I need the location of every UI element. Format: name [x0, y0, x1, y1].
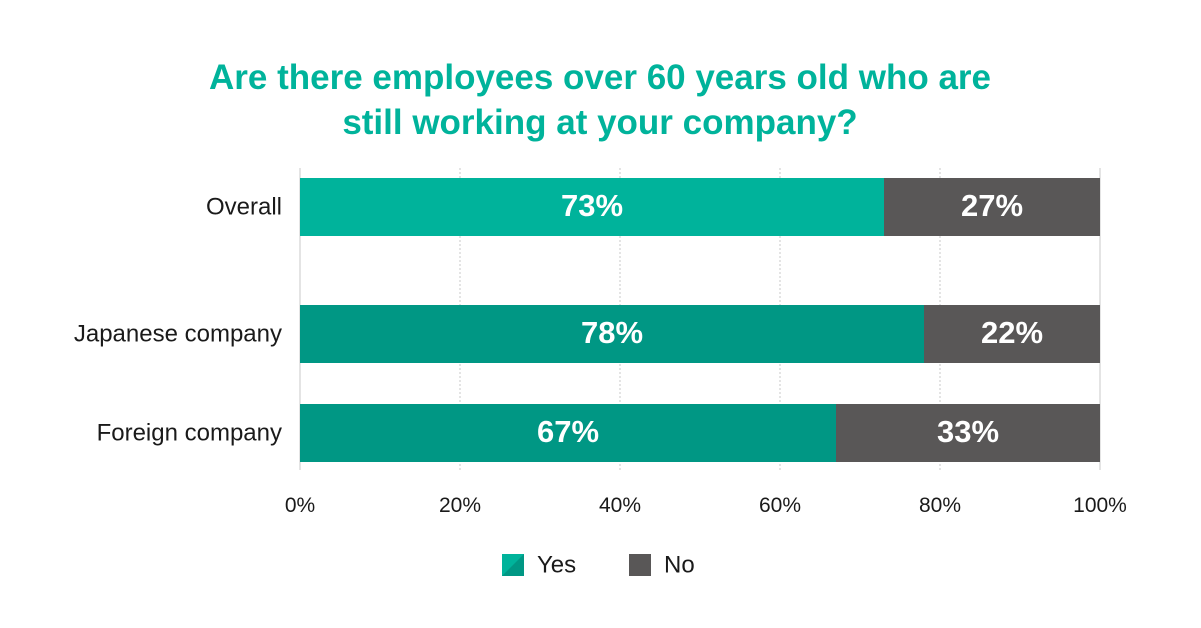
bar-yes-2 [300, 404, 836, 462]
category-label-2: Foreign company [97, 419, 282, 446]
x-tick-label-2: 40% [599, 494, 641, 517]
bars: 73% 27% 78% 22% 67% 33% [300, 178, 1100, 462]
bar-yes-1 [300, 305, 924, 363]
data-label-yes-2: 67% [537, 414, 599, 449]
category-label-0: Overall [206, 193, 282, 220]
data-label-no-2: 33% [937, 414, 999, 449]
legend: Yes No [502, 551, 695, 578]
legend-swatch-yes [502, 554, 524, 576]
legend-swatch-yes-dark [502, 554, 524, 576]
x-tick-label-0: 0% [285, 494, 315, 517]
x-tick-label-3: 60% [759, 494, 801, 517]
data-label-yes-0: 73% [561, 188, 623, 223]
chart-title: Are there employees over 60 years old wh… [209, 58, 991, 142]
data-label-yes-1: 78% [581, 315, 643, 350]
bar-no-2 [836, 404, 1100, 462]
x-axis-ticks: 0% 20% 40% 60% 80% 100% [285, 494, 1127, 517]
legend-label-no: No [664, 551, 695, 578]
x-tick-label-5: 100% [1073, 494, 1127, 517]
bar-no-0 [884, 178, 1100, 236]
x-tick-label-4: 80% [919, 494, 961, 517]
legend-label-yes: Yes [537, 551, 576, 578]
category-labels: Overall Japanese company Foreign company [74, 193, 282, 446]
data-label-no-0: 27% [961, 188, 1023, 223]
chart-title-line-2: still working at your company? [342, 103, 857, 142]
legend-swatch-no [629, 554, 651, 576]
data-label-no-1: 22% [981, 315, 1043, 350]
bar-yes-0 [300, 178, 884, 236]
category-label-1: Japanese company [74, 320, 282, 347]
bar-no-1 [924, 305, 1100, 363]
x-tick-label-1: 20% [439, 494, 481, 517]
chart-title-line-1: Are there employees over 60 years old wh… [209, 58, 991, 97]
